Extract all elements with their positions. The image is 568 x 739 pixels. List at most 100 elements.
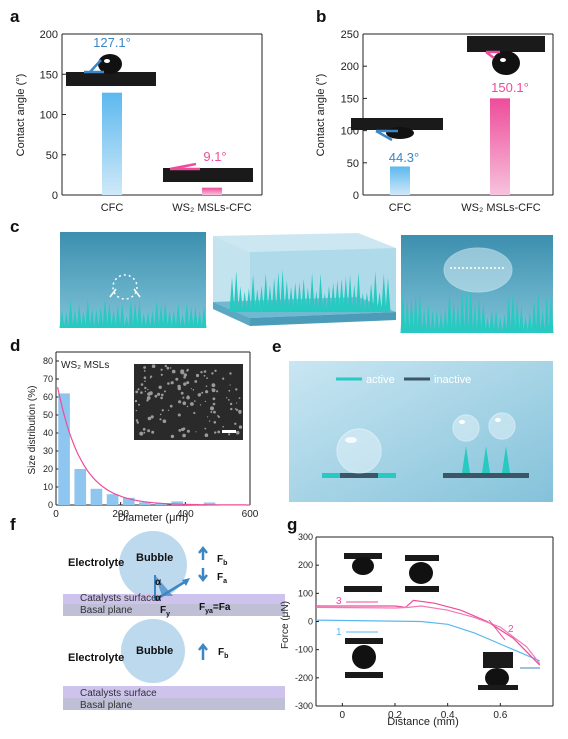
y-tick-label: 200 xyxy=(341,61,359,73)
y-tick-label: 150 xyxy=(40,69,58,81)
panel-f-basal-top xyxy=(63,604,285,616)
y-tick-label: 40 xyxy=(43,428,53,438)
panel-b-x-label-1: CFC xyxy=(389,202,412,214)
panel-f-surface-label-bottom: Catalysts surface xyxy=(80,688,157,699)
panel-a-y-axis-label: Contact angle (°) xyxy=(15,74,27,157)
y-tick-label: 20 xyxy=(43,464,53,474)
panel-f-fya-arrow xyxy=(154,578,189,602)
panel-a-annotation-2: 9.1° xyxy=(203,149,226,164)
y-tick-label: 0 xyxy=(308,617,313,627)
panel-c-render-middle xyxy=(213,233,396,326)
panel-b-bars xyxy=(390,98,510,195)
y-tick-label: 80 xyxy=(43,356,53,366)
bar-CFC xyxy=(102,92,122,195)
x-tick-label: 400 xyxy=(177,509,194,520)
panel-g-droplet-3 xyxy=(345,638,383,678)
panel-g-droplet-images xyxy=(344,553,518,690)
panel-f-fb-bottom: Fb xyxy=(218,647,228,660)
panel-b-annotation-1: 44.3° xyxy=(389,150,420,165)
y-tick-label: 100 xyxy=(40,110,58,122)
panel-f-alpha-1: α xyxy=(155,577,162,588)
panel-d-y-axis-label: Size distribution (%) xyxy=(27,386,38,475)
panel-f-surface-label-top: Catalysts surface xyxy=(80,593,157,604)
panel-g-curve-label-2: 2 xyxy=(508,624,514,635)
x-tick-label: 600 xyxy=(242,509,259,520)
panel-c-render-right xyxy=(400,235,554,333)
y-tick-label: 300 xyxy=(298,532,313,542)
panel-g-droplet-2 xyxy=(405,555,439,592)
panel-g-curve-label-3: 3 xyxy=(336,596,342,607)
y-tick-label: 10 xyxy=(43,482,53,492)
y-tick-label: 50 xyxy=(43,410,53,420)
panel-c: c xyxy=(10,217,554,333)
y-tick-label: 60 xyxy=(43,392,53,402)
panel-b-droplet-image-1 xyxy=(351,118,443,142)
panel-letter-f: f xyxy=(10,515,16,534)
panel-b-droplet-image-2 xyxy=(467,36,545,75)
y-tick-label: -300 xyxy=(295,701,313,711)
x-tick-label: 0.2 xyxy=(388,710,402,721)
panel-a-annotation-1: 127.1° xyxy=(93,35,131,50)
bar-CFC xyxy=(390,166,410,195)
panel-d-axes xyxy=(55,351,251,506)
panel-f-fb-arrow-bottom xyxy=(198,642,208,660)
y-tick-label: 30 xyxy=(43,446,53,456)
panel-f-alpha-2: α xyxy=(155,593,162,604)
y-tick-label: 70 xyxy=(43,374,53,384)
panel-a-x-label-1: CFC xyxy=(101,202,124,214)
histogram-bar xyxy=(122,497,135,505)
panel-e-cone-surface-bubbles xyxy=(443,412,529,478)
panel-d-ticks: 0 10 20 30 40 50 60 70 80 0 200 400 600 xyxy=(43,356,259,520)
panel-f-bubble-label-bottom: Bubble xyxy=(136,645,173,657)
panel-a-x-label-2: WS₂ MSLs-CFC xyxy=(172,202,251,214)
panel-c-render-left xyxy=(59,232,207,328)
panel-letter-d: d xyxy=(10,336,20,355)
histogram-bar xyxy=(74,469,87,505)
panel-a-y-ticks: 0 50 100 150 200 xyxy=(40,29,66,202)
panel-f-basal-bottom xyxy=(63,698,285,710)
panel-g-marker-2 xyxy=(488,619,506,641)
x-tick-label: 0.6 xyxy=(493,710,507,721)
panel-g-y-axis-label: Force (μN) xyxy=(280,601,291,649)
series-line-1 xyxy=(315,619,541,662)
panel-f-fb-top: Fb xyxy=(217,554,227,567)
panel-f-bubble-label-top: Bubble xyxy=(136,552,173,564)
panel-g: g -300 -200 -100 0 100 200 300 0 0.2 0.4 0.6 xyxy=(280,515,554,728)
panel-g-droplet-1 xyxy=(344,553,382,592)
histogram-bar xyxy=(58,393,70,505)
panel-f-electrolyte-top: Electrolyte xyxy=(68,557,124,569)
y-tick-label: 0 xyxy=(48,500,53,510)
x-tick-label: 0 xyxy=(53,509,59,520)
panel-f-basal-label-top: Basal plane xyxy=(80,605,133,616)
panel-b-annotation-2: 150.1° xyxy=(491,80,529,95)
panel-f-fya-fa: Fya=Fa xyxy=(199,602,231,615)
panel-g-droplet-4 xyxy=(478,652,518,690)
y-tick-label: 50 xyxy=(347,158,359,170)
panel-e-legend-inactive: inactive xyxy=(434,374,471,386)
y-tick-label: -200 xyxy=(295,673,313,683)
histogram-bar xyxy=(106,494,119,505)
panel-f-fy: Fy xyxy=(160,605,170,618)
panel-f-basal-label-bottom: Basal plane xyxy=(80,700,133,711)
panel-f: f Electrolyte Bubble α α Fb Fa Fy Fya=Fa… xyxy=(10,515,285,711)
y-tick-label: 0 xyxy=(353,190,359,202)
panel-f-bubble-top xyxy=(119,531,187,599)
y-tick-label: 250 xyxy=(341,29,359,41)
x-tick-label: 200 xyxy=(112,509,129,520)
panel-f-fa: Fa xyxy=(217,572,227,585)
panel-a-droplet-image-2 xyxy=(163,162,253,182)
panel-a-droplet-image-1 xyxy=(66,54,156,86)
y-tick-label: 150 xyxy=(341,93,359,105)
panel-d-fit-curve xyxy=(57,386,250,506)
panel-g-ticks: -300 -200 -100 0 100 200 300 0 0.2 0.4 0.6 xyxy=(295,532,508,721)
histogram-bar xyxy=(155,503,167,505)
y-tick-label: 0 xyxy=(52,190,58,202)
panel-g-curve-label-1: 1 xyxy=(336,627,342,638)
y-tick-label: 200 xyxy=(298,560,313,570)
histogram-bar xyxy=(139,502,151,505)
bar-WS₂ MSLs-CFC xyxy=(202,187,222,195)
